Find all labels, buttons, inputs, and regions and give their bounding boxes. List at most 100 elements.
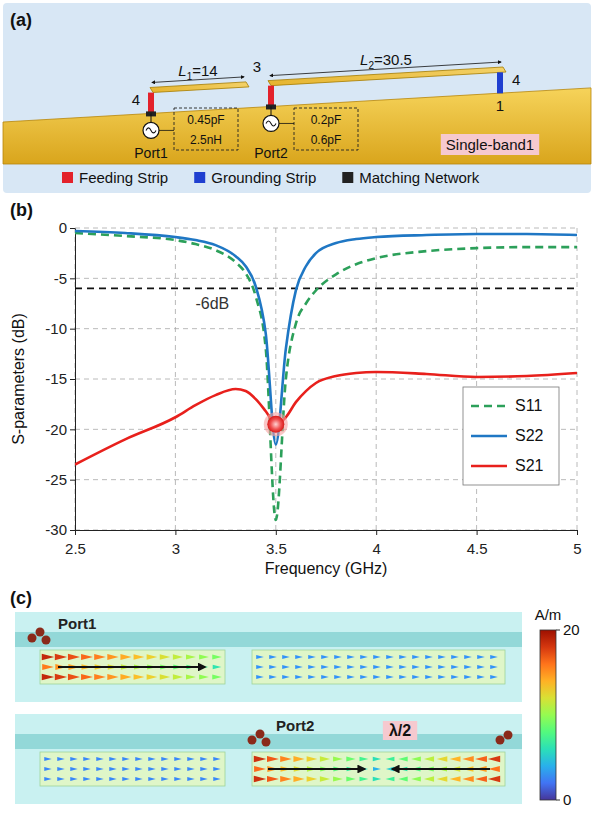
current-arrow	[425, 665, 433, 669]
grounding-strip	[497, 72, 503, 93]
port-source	[263, 115, 279, 131]
dimension-value: =30.5	[374, 51, 412, 68]
tick-mark	[175, 530, 176, 535]
current-arrow	[488, 756, 500, 762]
current-image: Port1	[15, 612, 522, 702]
current-arrow	[411, 776, 421, 781]
current-arrow	[83, 767, 90, 771]
current-arrow	[81, 674, 93, 680]
current-arrow	[308, 655, 316, 659]
y-axis: 0-5-10-15-20-25-30	[45, 219, 75, 538]
current-arrow	[398, 757, 407, 762]
port-marker	[28, 634, 37, 643]
current-arrow	[437, 756, 448, 762]
current-arrow	[173, 654, 183, 659]
current-arrow	[346, 757, 355, 762]
network-lead	[279, 123, 294, 124]
current-arrow	[134, 674, 145, 680]
current-arrow	[307, 776, 318, 782]
network-box	[294, 108, 358, 150]
current-arrow	[147, 674, 158, 680]
current-arrow	[321, 655, 329, 659]
current-arrow	[213, 665, 222, 669]
current-arrow	[213, 777, 220, 781]
current-arrow	[186, 654, 196, 659]
design-tag: Single-band1	[441, 134, 539, 155]
port-marker	[248, 736, 257, 745]
current-arrow	[57, 767, 64, 771]
reference-label-group: -6dB	[193, 295, 231, 312]
panel-label: (a)	[10, 10, 32, 30]
current-arrow	[373, 757, 382, 761]
port-marker	[504, 731, 513, 740]
direction-arrow	[58, 666, 205, 668]
colorbar-tick	[556, 800, 560, 801]
current-arrow	[424, 776, 434, 781]
current-arrow	[451, 655, 459, 659]
colorbar: A/m020	[535, 606, 580, 808]
current-arrow	[122, 757, 129, 761]
note-text: λ/2	[389, 722, 411, 739]
current-arrow	[411, 756, 421, 761]
current-arrow	[438, 665, 446, 669]
tick: 2.5	[65, 530, 86, 557]
current-arrow	[254, 756, 266, 762]
current-arrow	[424, 756, 434, 761]
tick-label: 4.5	[467, 540, 488, 557]
legend-label: S11	[515, 397, 542, 414]
current-arrow	[477, 655, 485, 659]
tick-label: 0	[59, 219, 67, 236]
current-arrow	[437, 776, 448, 782]
figure-svg: (a)Port10.45pF2.5nHPort20.2pF0.6pFL1=14L…	[0, 0, 594, 825]
current-arrow	[280, 776, 292, 782]
tick-mark	[75, 530, 76, 535]
current-arrow	[107, 654, 118, 660]
current-arrow	[320, 776, 330, 781]
panel-label: (c)	[10, 588, 32, 608]
current-arrow	[475, 756, 487, 762]
component-label: 0.45pF	[187, 113, 224, 127]
current-arrow	[438, 675, 446, 679]
reference-label: -6dB	[195, 295, 229, 312]
current-arrow	[477, 665, 485, 669]
current-arrow	[425, 655, 433, 659]
legend-swatch	[342, 172, 353, 183]
current-arrow	[295, 655, 303, 659]
radiating-strip	[268, 67, 506, 86]
current-arrow	[147, 654, 158, 660]
current-arrow	[438, 655, 446, 659]
dimension-label: 3	[253, 58, 261, 75]
current-arrow	[449, 756, 460, 762]
port-source	[143, 122, 159, 138]
strip-region	[252, 650, 505, 684]
grid-line-y	[75, 278, 577, 279]
feeding-strip	[268, 86, 274, 107]
current-arrow	[44, 757, 51, 761]
panel-label: (b)	[10, 200, 33, 220]
strip-region	[40, 752, 225, 786]
current-arrow	[360, 675, 368, 679]
tick-mark	[276, 530, 277, 535]
x-axis-title: Frequency (GHz)	[265, 560, 388, 577]
current-arrow	[451, 675, 459, 679]
note-background	[383, 721, 417, 740]
current-arrow	[256, 675, 264, 679]
current-arrow	[347, 675, 355, 679]
current-arrow	[360, 777, 369, 782]
panel-a: (a)Port10.45pF2.5nHPort20.2pF0.6pFL1=14L…	[3, 3, 591, 193]
x-axis: 2.533.544.55	[65, 530, 582, 557]
tick-mark	[70, 480, 75, 481]
current-arrow	[373, 777, 382, 781]
image-ground-band	[15, 632, 522, 647]
tick-mark	[70, 429, 75, 430]
current-arrow	[109, 777, 116, 781]
dimension-symbol: L	[178, 62, 186, 79]
current-arrow	[464, 675, 472, 679]
current-arrow	[187, 767, 194, 771]
tick-mark	[70, 379, 75, 380]
current-arrow	[321, 665, 329, 669]
current-arrow	[334, 655, 342, 659]
current-arrow	[333, 776, 343, 781]
reference-label-background	[193, 295, 231, 312]
current-arrow	[212, 655, 222, 660]
